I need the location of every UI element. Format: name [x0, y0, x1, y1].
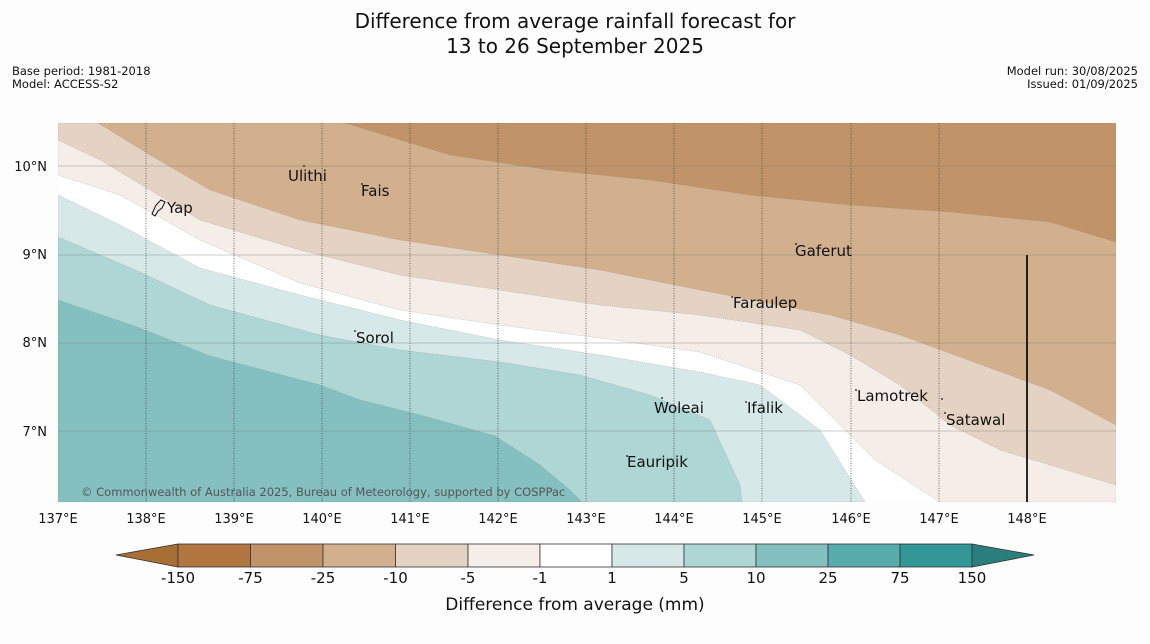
place-satawal: Satawal	[946, 411, 1005, 429]
lon-label-142e: 142°E	[478, 512, 518, 527]
title-line-2: 13 to 26 September 2025	[446, 34, 704, 58]
legend-tick-minus1: -1	[533, 569, 548, 587]
base-period: Base period: 1981-2018	[12, 64, 151, 78]
lat-label-9n: 9°N	[23, 248, 48, 263]
title-line-1: Difference from average rainfall forecas…	[354, 9, 796, 33]
legend-tick-minus25: -25	[311, 569, 336, 587]
legend-tick-minus150: -150	[161, 569, 195, 587]
model-run: Model run: 30/08/2025	[1006, 64, 1138, 78]
colorbar-segment-4	[395, 543, 469, 568]
lon-label-141e: 141°E	[390, 512, 430, 527]
band-dark-brown	[344, 123, 1116, 243]
colorbar-segment-11	[899, 543, 973, 568]
legend-tick-75: 75	[890, 569, 909, 587]
place-eauripik: Eauripik	[627, 453, 688, 471]
lon-label-137e: 137°E	[38, 512, 78, 527]
gridlines	[145, 123, 940, 502]
colorbar-right-arrow	[971, 543, 1035, 568]
legend-tick-minus75: -75	[238, 569, 263, 587]
place-fais: Fais	[361, 182, 390, 200]
colorbar-segment-7	[611, 543, 685, 568]
issued-date: Issued: 01/09/2025	[1027, 77, 1138, 91]
place-ulithi: Ulithi	[288, 167, 327, 185]
colorbar-segment-1	[177, 543, 251, 568]
place-yap: Yap	[166, 199, 193, 217]
lon-label-144e: 144°E	[654, 512, 694, 527]
legend-title: Difference from average (mm)	[445, 595, 704, 615]
colorbar-segment-6	[539, 543, 613, 568]
legend-tick-minus5: -5	[461, 569, 476, 587]
legend-tick-1: 1	[607, 569, 617, 587]
copyright-note: © Commonwealth of Australia 2025, Bureau…	[81, 485, 565, 499]
lon-label-145e: 145°E	[742, 512, 782, 527]
lon-label-143e: 143°E	[566, 512, 606, 527]
lon-label-146e: 146°E	[831, 512, 871, 527]
lon-label-140e: 140°E	[302, 512, 342, 527]
lon-label-148e: 148°E	[1007, 512, 1047, 527]
legend-tick-10: 10	[746, 569, 765, 587]
model-name: Model: ACCESS-S2	[12, 77, 119, 91]
colorbar-left-arrow	[115, 543, 179, 568]
colorbar-segment-10	[827, 543, 901, 568]
place-sorol: Sorol	[356, 329, 394, 347]
band-medium-teal	[58, 299, 583, 502]
place-ifalik: Ifalik	[747, 399, 783, 417]
colorbar-segment-3	[322, 543, 396, 568]
colorbar-legend	[115, 543, 1035, 568]
island-dots	[303, 165, 946, 457]
lon-label-147e: 147°E	[919, 512, 959, 527]
legend-tick-5: 5	[679, 569, 689, 587]
colorbar-segment-8	[683, 543, 757, 568]
map-area: Yap Ulithi Fais Gaferut Faraulep Sorol W…	[58, 123, 1116, 502]
lat-label-8n: 8°N	[23, 336, 48, 351]
legend-tick-150: 150	[958, 569, 987, 587]
latitude-lines	[58, 165, 1116, 432]
legend-tick-25: 25	[818, 569, 837, 587]
place-woleai: Woleai	[654, 399, 704, 417]
lon-label-139e: 139°E	[214, 512, 254, 527]
colorbar-segment-9	[755, 543, 829, 568]
colorbar-segment-5	[467, 543, 541, 568]
lat-label-10n: 10°N	[14, 160, 47, 175]
lon-label-138e: 138°E	[126, 512, 166, 527]
colorbar-segment-2	[250, 543, 324, 568]
place-faraulep: Faraulep	[733, 294, 797, 312]
yap-island-outline	[151, 199, 166, 217]
place-lamotrek: Lamotrek	[857, 387, 928, 405]
place-gaferut: Gaferut	[795, 242, 852, 260]
lat-label-7n: 7°N	[23, 425, 48, 440]
legend-tick-minus10: -10	[383, 569, 408, 587]
